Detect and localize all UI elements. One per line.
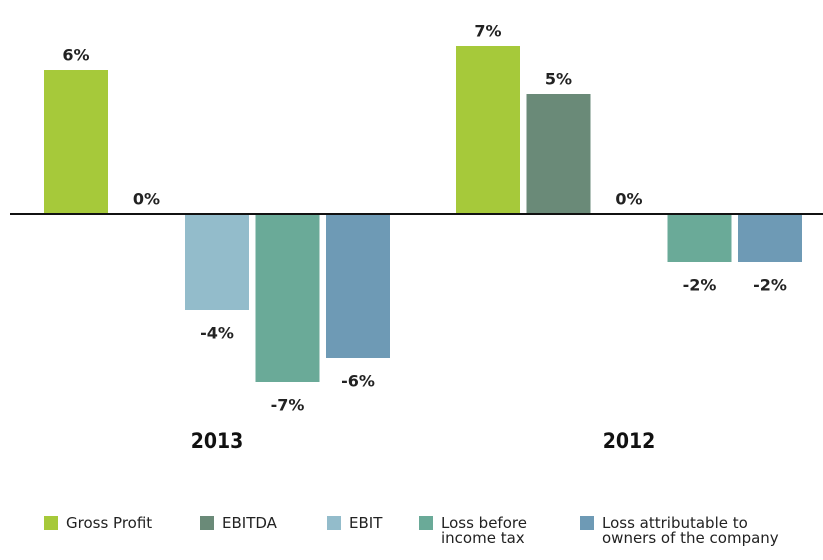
- bar: [456, 46, 520, 214]
- legend-swatch: [327, 516, 341, 530]
- legend-swatch: [200, 516, 214, 530]
- legend-item: Loss attributable to owners of the compa…: [580, 516, 802, 546]
- category-label: 2013: [191, 429, 244, 453]
- data-label: -7%: [271, 396, 305, 415]
- bar: [667, 214, 732, 262]
- data-label: 0%: [615, 190, 642, 209]
- category-label: 2012: [603, 429, 656, 453]
- legend-item: EBITDA: [200, 516, 277, 531]
- bar: [526, 94, 591, 214]
- bar: [738, 214, 802, 262]
- bar: [255, 214, 320, 382]
- legend-item: Loss before income tax: [419, 516, 551, 546]
- bar: [326, 214, 390, 358]
- data-label: -4%: [200, 324, 234, 343]
- bar: [185, 214, 249, 310]
- legend-item: EBIT: [327, 516, 382, 531]
- data-label: 0%: [133, 190, 160, 209]
- legend-label: Gross Profit: [66, 514, 153, 532]
- data-label: -6%: [341, 372, 375, 391]
- legend-label: Loss attributable to owners of the compa…: [602, 514, 779, 547]
- legend-swatch: [44, 516, 58, 530]
- legend-swatch: [419, 516, 433, 530]
- data-label: -2%: [753, 276, 787, 295]
- data-label: 6%: [62, 46, 89, 65]
- legend-label: EBIT: [349, 514, 383, 532]
- plot: 6% 0% -4% -7% -6% 2013 7% 5% 0% -2% -2% 2012: [10, 22, 823, 453]
- data-label: 5%: [545, 70, 572, 89]
- legend-item: Gross Profit: [44, 516, 152, 531]
- legend-label: Loss before income tax: [441, 514, 527, 547]
- bar: [44, 70, 108, 214]
- legend-label: EBITDA: [222, 514, 277, 532]
- legend: Gross Profit EBITDA EBIT Loss before income…: [0, 516, 823, 560]
- legend-swatch: [580, 516, 594, 530]
- data-label: -2%: [683, 276, 717, 295]
- data-label: 7%: [474, 22, 501, 41]
